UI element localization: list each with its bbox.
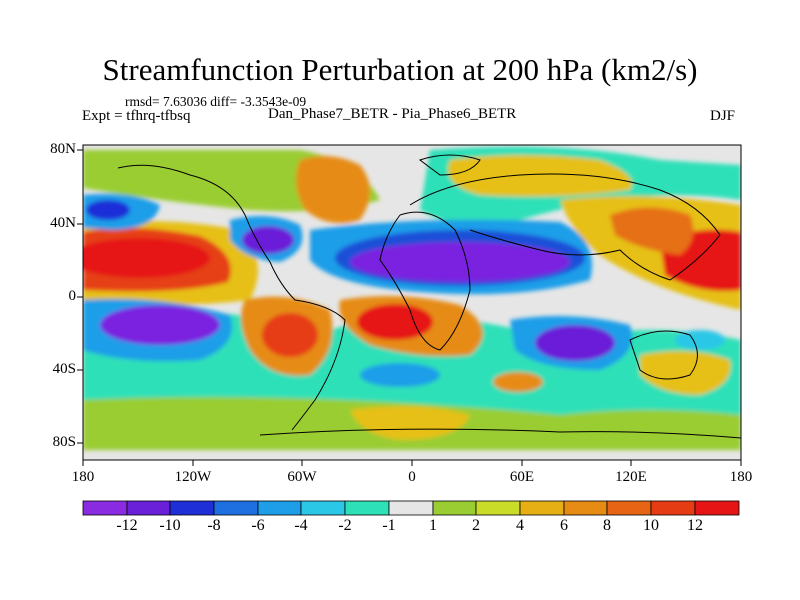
colorbar-swatch-5 (257, 500, 302, 516)
africa-coastline (379, 211, 471, 351)
colorbar-swatch-2 (126, 500, 171, 516)
colorbar-label: 6 (560, 517, 568, 534)
lat-label-40s: 40S (52, 361, 76, 377)
lon-label-60e: 60E (509, 469, 535, 485)
colorbar-label: 10 (643, 517, 659, 534)
colorbar-swatch-9 (432, 500, 477, 516)
lon-label-120e: 120E (615, 469, 647, 485)
australia-coastline (629, 330, 698, 380)
colorbar-swatch-11 (519, 500, 565, 516)
central-pacific-red-core (83, 238, 210, 278)
streamfunction-field (83, 145, 741, 460)
lat-label-equator: 0 (68, 288, 77, 304)
case-difference-label: Dan_Phase7_BETR - Pia_Phase6_BETR (268, 106, 517, 122)
southern-ocean-yellow (350, 406, 470, 440)
colorbar-label: 12 (687, 517, 703, 534)
africa-asia-purple (350, 242, 570, 282)
s-atlantic-cyan (360, 363, 440, 387)
colorbar-swatch-13 (606, 500, 652, 516)
antarctica-coastline (259, 428, 741, 439)
lat-label-40n: 40N (50, 215, 76, 231)
lat-label-80s: 80S (52, 434, 76, 450)
n-atlantic-orange (296, 156, 370, 224)
colorbar-swatch-7 (344, 500, 390, 516)
s-america-red (262, 313, 318, 357)
colorbar-label: -10 (159, 517, 181, 534)
colorbar-swatch-3 (169, 500, 215, 516)
lon-label-0: 0 (408, 469, 416, 485)
greenland-coastline (418, 154, 481, 176)
caribbean-purple (242, 226, 294, 254)
colorbar-label: -4 (294, 517, 308, 534)
colorbar-swatch-8 (388, 500, 434, 516)
lat-label-80n: 80N (50, 141, 76, 157)
colorbar (82, 500, 740, 516)
lon-label-120w: 120W (174, 469, 212, 485)
colorbar-label: -12 (116, 517, 138, 534)
australia-yellow (640, 351, 731, 395)
colorbar-label: -1 (382, 517, 396, 534)
colorbar-swatch-14 (650, 500, 696, 516)
colorbar-swatch-12 (563, 500, 608, 516)
s-indian-purple (535, 325, 615, 361)
coastlines (117, 154, 741, 439)
colorbar-swatch-15 (694, 500, 740, 516)
ne-pacific-blue (86, 200, 130, 220)
s-atlantic-red (357, 304, 433, 340)
arctic-yellow (448, 155, 632, 197)
se-pacific-purple (100, 305, 220, 345)
lon-label-60w: 60W (287, 469, 317, 485)
americas-coastline (117, 164, 346, 431)
colorbar-label: -6 (251, 517, 265, 534)
colorbar-swatch-1 (82, 500, 128, 516)
colorbar-swatch-4 (213, 500, 259, 516)
colorbar-label: 8 (603, 517, 611, 534)
season-label: DJF (710, 108, 736, 124)
colorbar-label: -8 (207, 517, 221, 534)
indian-ocean-orange (493, 372, 543, 392)
lon-label-180-west: 180 (71, 469, 95, 485)
colorbar-swatch-10 (475, 500, 521, 516)
e-asia-orange (610, 207, 694, 255)
colorbar-label: 1 (429, 517, 437, 534)
plot-title: Streamfunction Perturbation at 200 hPa (… (102, 52, 698, 87)
rmsd-diff-text: rmsd= 7.63036 diff= -3.3543e-09 (125, 94, 307, 109)
experiment-label: Expt = tfhrq-tfbsq (82, 108, 191, 124)
colorbar-label: 4 (516, 517, 524, 534)
colorbar-label: 2 (472, 517, 480, 534)
colorbar-label: -2 (338, 517, 352, 534)
colorbar-swatch-6 (300, 500, 346, 516)
axis-ticks (77, 149, 742, 466)
eurasia-coastline (409, 173, 721, 281)
lon-label-180-east: 180 (729, 469, 753, 485)
tasman-cyan (675, 330, 725, 350)
